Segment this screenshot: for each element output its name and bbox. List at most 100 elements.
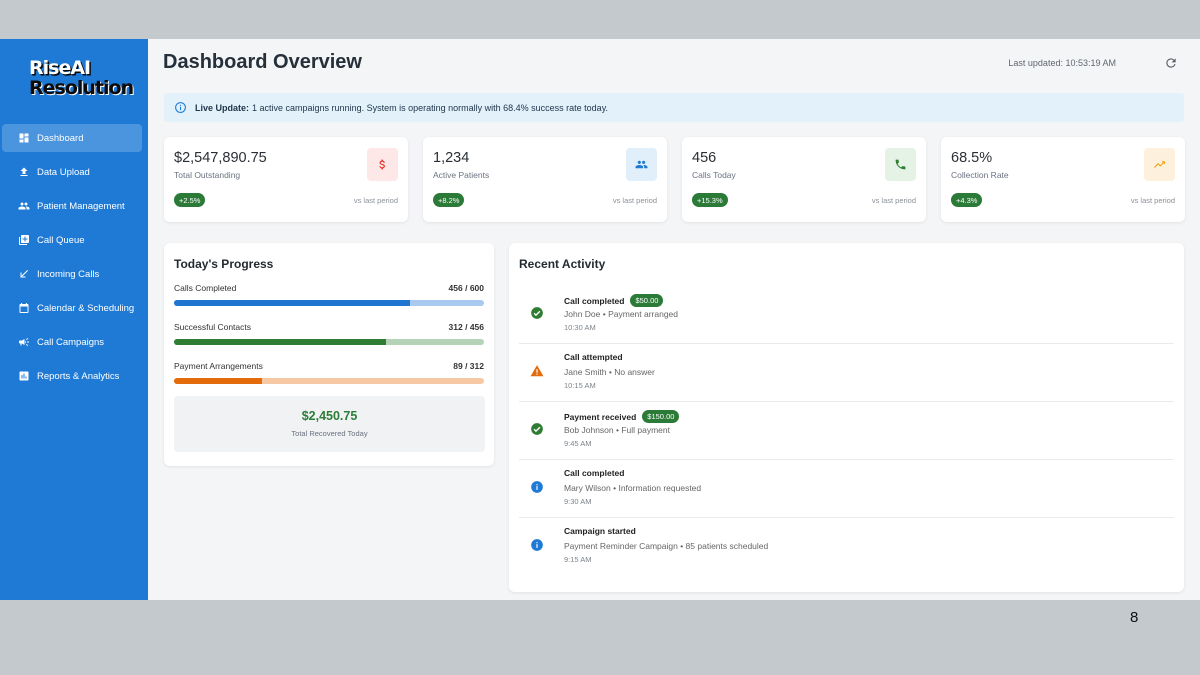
progress-value: 312 / 456 xyxy=(448,322,484,332)
activity-title: Payment received xyxy=(564,411,637,422)
phone-icon xyxy=(895,159,906,170)
sidebar: RiseAI Resolution Dashboard Data Upload … xyxy=(0,39,148,600)
activity-description: Jane Smith • No answer xyxy=(564,367,655,377)
activity-description: John Doe • Payment arranged xyxy=(564,309,679,319)
info-icon xyxy=(531,481,543,493)
activity-item[interactable]: Call completed Mary Wilson • Information… xyxy=(519,460,1174,518)
stat-icon-box xyxy=(367,148,398,181)
sidebar-item-label: Calendar & Scheduling xyxy=(37,302,135,314)
stat-label: Collection Rate xyxy=(951,170,1009,180)
people-icon xyxy=(18,202,30,210)
brand-line-2: Resolution xyxy=(29,77,134,99)
info-icon xyxy=(175,102,186,113)
vs-label: vs last period xyxy=(612,196,657,205)
stat-icon-box xyxy=(885,148,916,181)
progress-bar xyxy=(174,300,484,306)
stat-label: Active Patients xyxy=(433,170,490,180)
sidebar-nav: Dashboard Data Upload Patient Management… xyxy=(0,124,148,396)
last-updated-text: Last updated: 10:53:19 AM xyxy=(1008,58,1116,68)
sidebar-item-label: Dashboard xyxy=(37,132,84,144)
sidebar-item-label: Incoming Calls xyxy=(37,268,100,280)
activity-list: Call completed $50.00 John Doe • Payment … xyxy=(519,286,1174,576)
stat-icon-box xyxy=(626,148,657,181)
activity-icon xyxy=(530,538,544,552)
stat-label: Calls Today xyxy=(692,170,736,180)
activity-item[interactable]: Call attempted Jane Smith • No answer 10… xyxy=(519,344,1174,402)
sidebar-item-label: Data Upload xyxy=(37,166,90,178)
progress-bar-fill xyxy=(174,300,410,306)
warning-icon xyxy=(530,365,544,377)
alert-text: 1 active campaigns running. System is op… xyxy=(252,102,609,113)
activity-time: 10:30 AM xyxy=(564,323,596,332)
vs-label: vs last period xyxy=(1130,196,1175,205)
stat-value: $2,547,890.75 xyxy=(174,150,267,166)
panel-title: Recent Activity xyxy=(519,257,606,271)
sidebar-item-label: Reports & Analytics xyxy=(37,370,120,382)
sidebar-item-label: Call Campaigns xyxy=(37,336,105,348)
sidebar-item-label: Patient Management xyxy=(37,200,125,212)
activity-icon xyxy=(530,306,544,320)
panel-title: Today's Progress xyxy=(174,257,274,271)
stat-card-collection-rate: 68.5% Collection Rate +4.3% vs last peri… xyxy=(941,137,1185,222)
dollar-icon xyxy=(379,159,385,170)
stat-value: 456 xyxy=(692,150,717,166)
activity-title: Campaign started xyxy=(564,526,636,536)
activity-item[interactable]: Campaign started Payment Reminder Campai… xyxy=(519,518,1174,576)
sidebar-item-patient-management[interactable]: Patient Management xyxy=(0,192,148,220)
activity-title: Call attempted xyxy=(564,352,623,362)
progress-bar-fill xyxy=(174,378,263,384)
sidebar-item-dashboard[interactable]: Dashboard xyxy=(2,124,142,152)
sidebar-item-data-upload[interactable]: Data Upload xyxy=(0,158,148,186)
todays-progress-panel: Today's Progress Calls Completed 456 / 6… xyxy=(164,243,494,466)
progress-value: 89 / 312 xyxy=(453,361,484,371)
activity-icon xyxy=(530,364,544,378)
recovered-amount: $2,450.75 xyxy=(301,409,358,423)
queue-icon xyxy=(19,235,29,245)
main-content: Dashboard Overview Last updated: 10:53:1… xyxy=(148,39,1200,600)
amount-badge: $150.00 xyxy=(642,410,680,423)
activity-time: 9:30 AM xyxy=(564,497,592,506)
progress-value: 456 / 600 xyxy=(448,283,484,293)
app-window: RiseAI Resolution Dashboard Data Upload … xyxy=(0,39,1200,600)
sidebar-item-reports-analytics[interactable]: Reports & Analytics xyxy=(0,362,148,390)
recent-activity-panel: Recent Activity Call completed $50.00 Joh… xyxy=(509,243,1184,592)
amount-badge: $50.00 xyxy=(630,294,664,307)
total-recovered-box: $2,450.75 Total Recovered Today xyxy=(174,396,485,452)
brand-logo: RiseAI Resolution xyxy=(29,58,134,99)
progress-row-calls-completed: Calls Completed 456 / 600 xyxy=(174,283,484,306)
progress-label: Calls Completed xyxy=(174,283,237,293)
sidebar-item-call-queue[interactable]: Call Queue xyxy=(0,226,148,254)
change-badge: +4.3% xyxy=(951,193,983,207)
activity-icon xyxy=(530,422,544,436)
trending-up-icon xyxy=(1154,161,1165,168)
activity-time: 9:15 AM xyxy=(564,555,592,564)
progress-row-successful-contacts: Successful Contacts 312 / 456 xyxy=(174,322,484,345)
stat-value: 68.5% xyxy=(951,150,993,166)
calendar-icon xyxy=(19,303,29,313)
activity-description: Mary Wilson • Information requested xyxy=(564,483,702,493)
sidebar-item-incoming-calls[interactable]: Incoming Calls xyxy=(0,260,148,288)
refresh-button[interactable] xyxy=(1164,56,1178,70)
stat-cards: $2,547,890.75 Total Outstanding +2.5% vs… xyxy=(164,137,1185,222)
activity-icon xyxy=(530,480,544,494)
activity-time: 10:15 AM xyxy=(564,381,596,390)
sidebar-item-calendar-scheduling[interactable]: Calendar & Scheduling xyxy=(0,294,148,322)
progress-label: Payment Arrangements xyxy=(174,361,263,371)
vs-label: vs last period xyxy=(871,196,916,205)
page-title: Dashboard Overview xyxy=(163,51,362,73)
activity-item[interactable]: Payment received $150.00 Bob Johnson • Fu… xyxy=(519,402,1174,460)
info-icon xyxy=(531,539,543,551)
activity-description: Payment Reminder Campaign • 85 patients … xyxy=(564,541,769,551)
bar-chart-icon xyxy=(19,371,29,381)
change-badge: +2.5% xyxy=(174,193,206,207)
megaphone-icon xyxy=(19,338,29,346)
activity-item[interactable]: Call completed $50.00 John Doe • Payment … xyxy=(519,286,1174,344)
progress-bar xyxy=(174,378,484,384)
progress-bar xyxy=(174,339,484,345)
stat-card-active-patients: 1,234 Active Patients +8.2% vs last peri… xyxy=(423,137,667,222)
check-circle-icon xyxy=(531,307,543,319)
sidebar-item-call-campaigns[interactable]: Call Campaigns xyxy=(0,328,148,356)
change-badge: +8.2% xyxy=(433,193,465,207)
activity-title: Call completed xyxy=(564,295,625,306)
people-icon xyxy=(635,160,648,169)
